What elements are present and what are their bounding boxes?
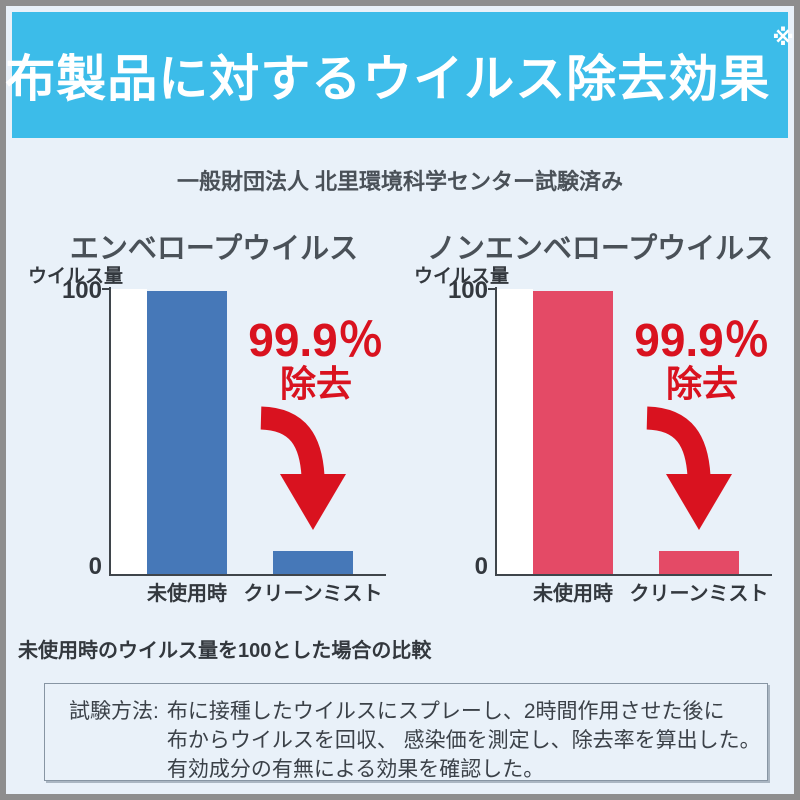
x-label-unused: 未使用時 [533,583,613,605]
test-method-line-1: 布に接種したウイルスにスプレーし、2時間作用させた後に [166,700,725,723]
y-tick-0: 0 [474,553,488,580]
removal-label: 除去 [279,362,352,404]
y-axis-unit-label: ウイルス量 [28,266,124,287]
test-method-box: 試験方法: 布に接種したウイルスにスプレーし、2時間作用させた後に 布からウイル… [44,683,768,781]
test-method-label: 試験方法: [69,700,159,723]
page-title-text: 布製品に対するウイルス除去効果 [5,51,771,107]
y-tick-mark-100 [102,288,109,290]
x-label-clean-mist: クリーンミスト [629,583,769,605]
x-label-clean-mist: クリーンミスト [243,583,383,605]
plot-background-strip [111,289,147,574]
test-method-line-3: 有効成分の有無による効果を確認した。 [166,758,545,781]
curved-down-arrow-icon [646,406,732,530]
comparison-footnote: 未使用時のウイルス量を100とした場合の比較 [18,640,432,662]
removal-annotation: 99.9％ 除去 [216,314,416,404]
bar-clean-mist [659,551,739,574]
header-banner: 布製品に対するウイルス除去効果※ [5,12,794,138]
plot-background-strip [497,289,533,574]
chart-non-enveloped-virus: ノンエンベロープウイルス ウイルス量 100 0 未使用時 クリーンミスト 99… [398,221,792,613]
y-axis-unit-label: ウイルス量 [414,266,510,287]
removal-percent: 99.9％ [248,314,384,366]
removal-percent: 99.9％ [634,314,770,366]
y-tick-mark-100 [488,288,495,290]
x-axis-line [109,574,386,576]
chart-title: ノンエンベロープウイルス [426,233,774,265]
test-method-text: 布に接種したウイルスにスプレーし、2時間作用させた後に 布からウイルスを回収、 … [166,697,761,781]
y-tick-100: 100 [447,277,488,304]
x-label-unused: 未使用時 [147,583,227,605]
bar-unused [533,291,613,574]
x-axis-line [495,574,772,576]
curved-down-arrow-icon [260,406,346,530]
y-tick-100: 100 [61,277,102,304]
certification-subtitle: 一般財団法人 北里環境科学センター試験済み [176,169,624,194]
page-title: 布製品に対するウイルス除去効果※ [5,25,794,111]
removal-annotation: 99.9％ 除去 [602,314,800,404]
chart-title: エンベロープウイルス [69,233,359,265]
bar-unused [147,291,227,574]
bar-clean-mist [273,551,353,574]
y-axis-line [109,287,111,574]
reference-asterisk-mark: ※ [772,25,795,50]
y-tick-0: 0 [88,553,102,580]
removal-label: 除去 [665,362,738,404]
test-method-line-2: 布からウイルスを回収、 感染価を測定し、除去率を算出した。 [166,729,761,752]
chart-enveloped-virus: エンベロープウイルス ウイルス量 100 0 未使用時 クリーンミスト 99.9… [12,221,406,613]
y-axis-line [495,287,497,574]
